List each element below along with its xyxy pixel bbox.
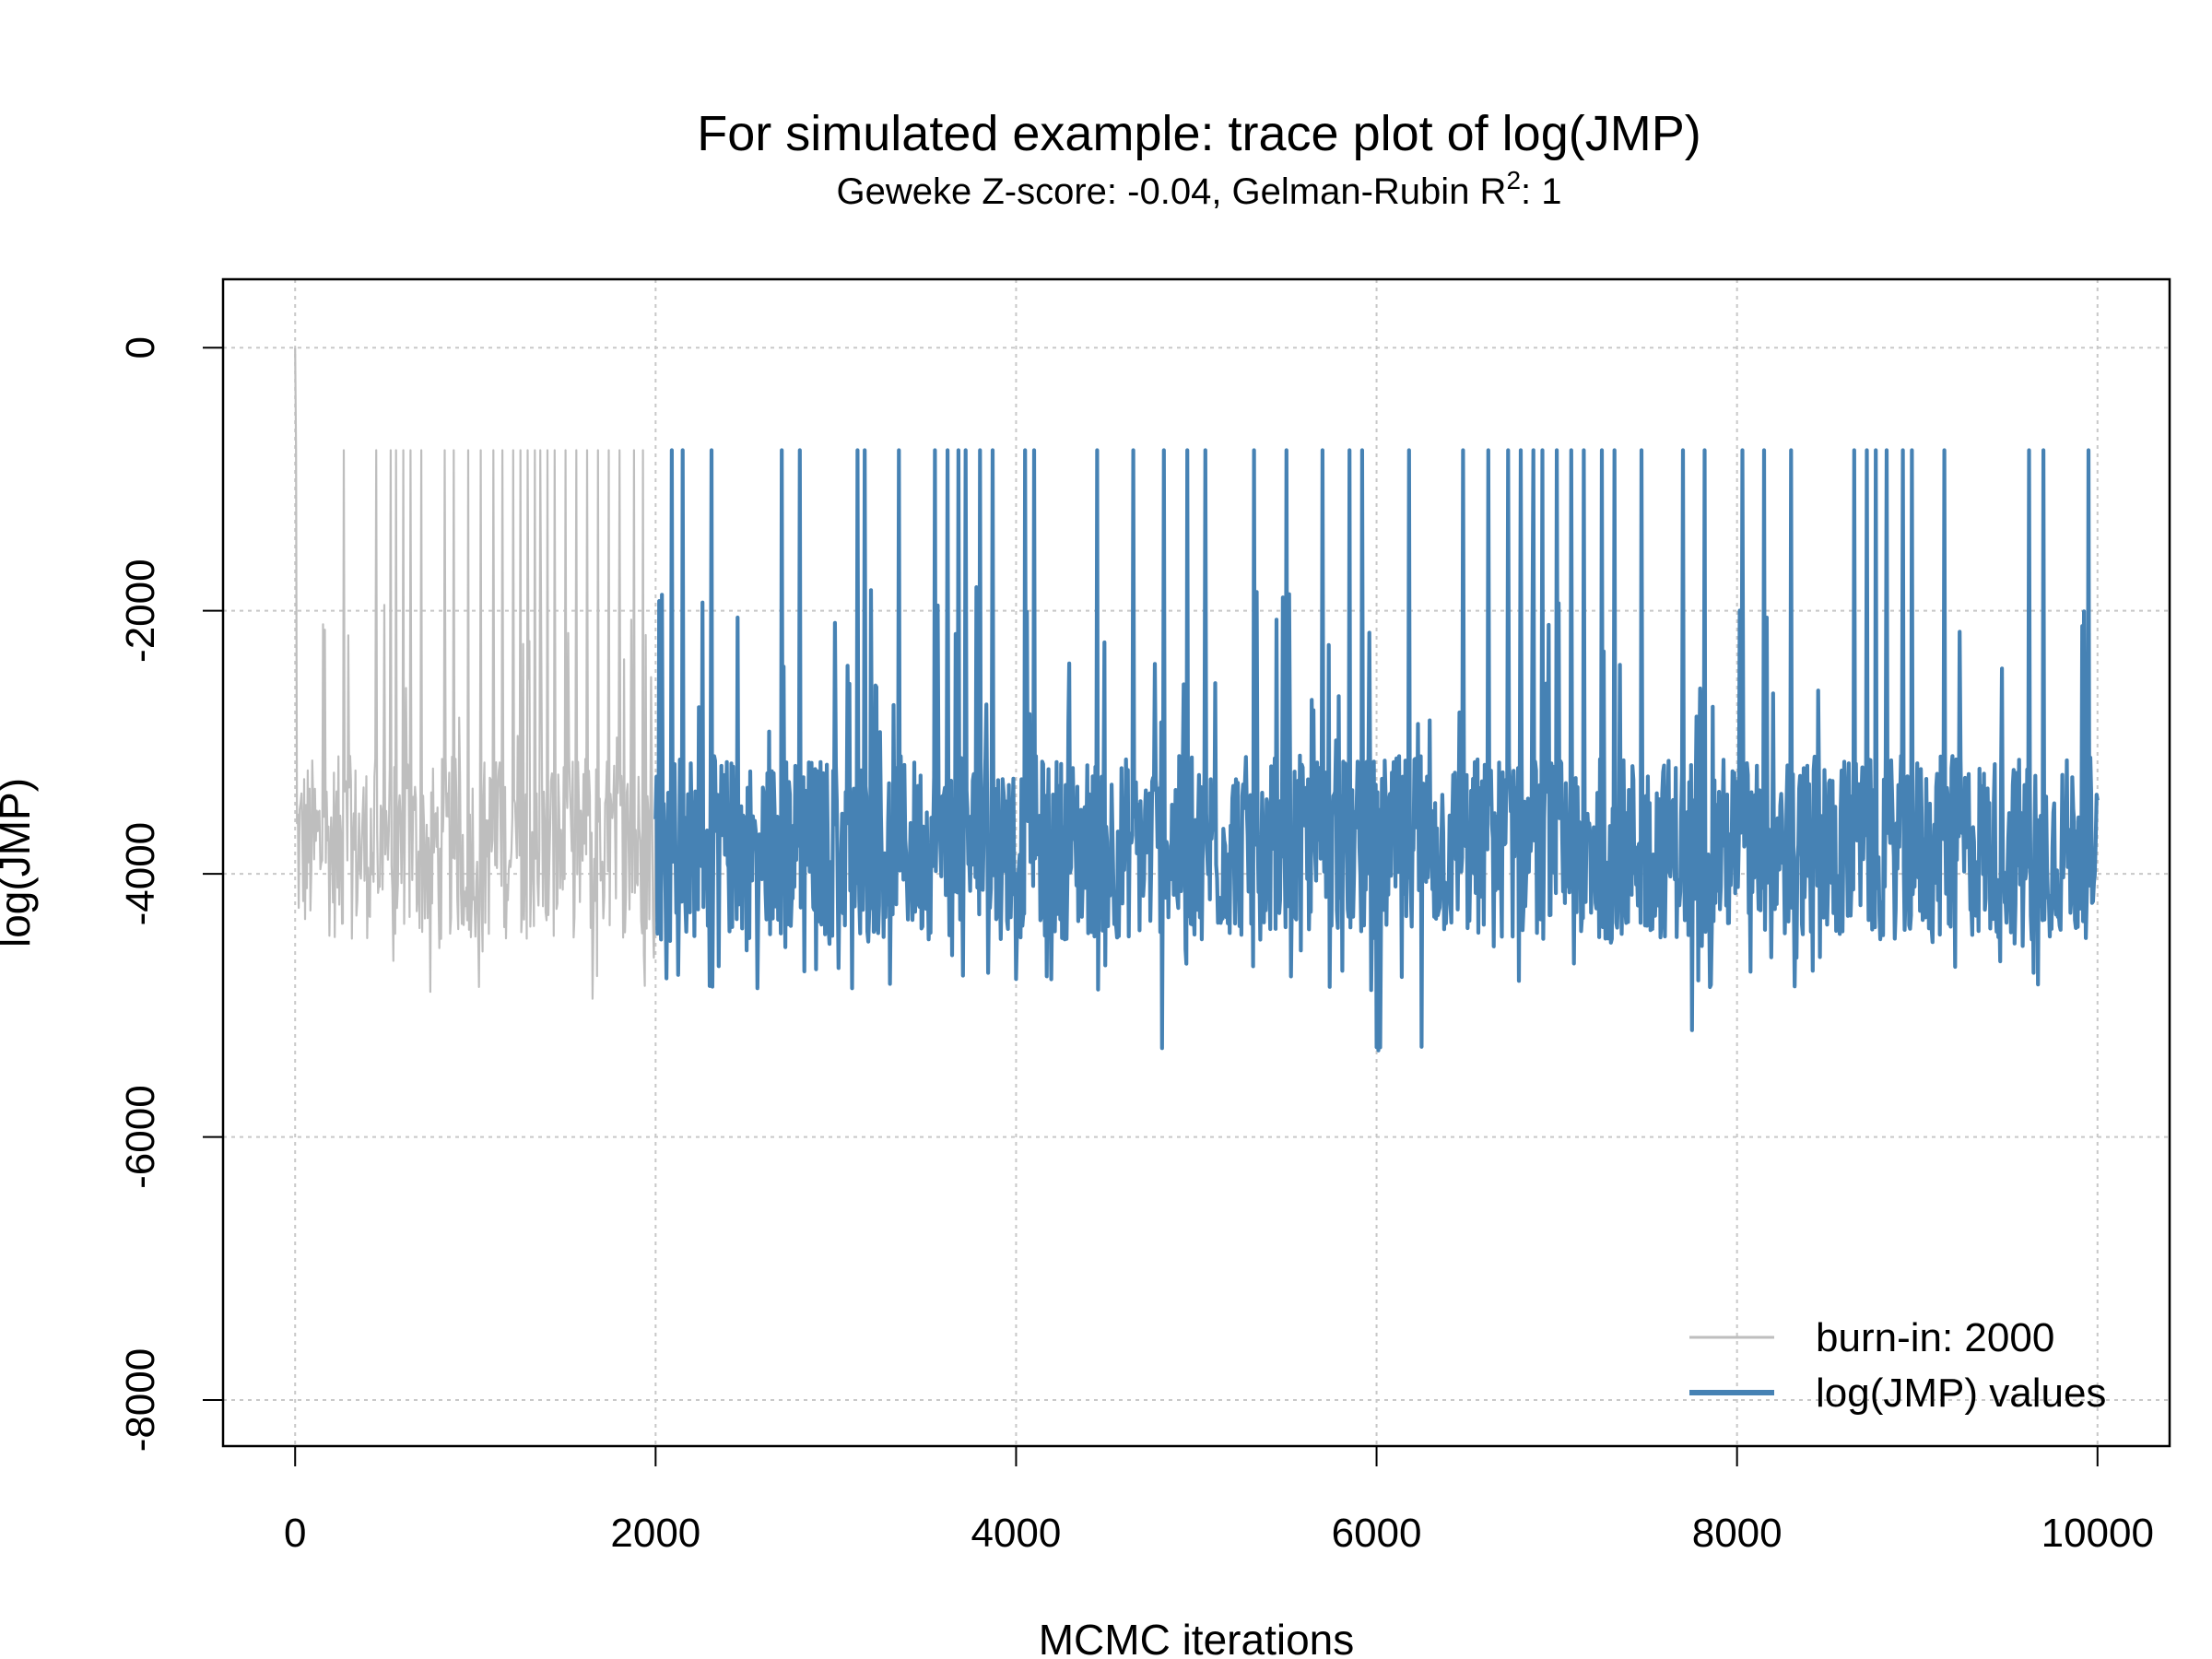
- series-burn-in-line: [294, 347, 657, 1000]
- x-axis: 0 2000 4000 6000 8000 10000: [284, 1446, 2154, 1556]
- series-layer: [294, 347, 2100, 1053]
- y-axis-label: log(JMP): [0, 778, 39, 947]
- chart-title: For simulated example: trace plot of log…: [697, 106, 1700, 161]
- chart-subtitle: Geweke Z-score: -0.04, Gelman-Rubin R2: …: [837, 166, 1562, 212]
- y-axis: 0 -2000 -4000 -6000 -8000: [118, 336, 223, 1452]
- y-tick-label: 0: [118, 336, 163, 359]
- x-tick-label: 6000: [1332, 1511, 1422, 1556]
- y-tick-label: -4000: [118, 822, 163, 926]
- series-values-line: [653, 448, 2100, 1053]
- x-tick-label: 4000: [971, 1511, 1061, 1556]
- x-axis-label: MCMC iterations: [1039, 1616, 1355, 1659]
- y-tick-label: -2000: [118, 559, 163, 663]
- legend-label-burn-in: burn-in: 2000: [1816, 1315, 2054, 1360]
- y-tick-label: -8000: [118, 1348, 163, 1453]
- plot-border: [221, 277, 2171, 1448]
- x-tick-label: 8000: [1692, 1511, 1783, 1556]
- y-tick-label: -6000: [118, 1085, 163, 1189]
- legend-label-values: log(JMP) values: [1816, 1371, 2106, 1416]
- legend: burn-in: 2000 log(JMP) values: [1689, 1315, 2106, 1416]
- x-tick-label: 0: [284, 1511, 306, 1556]
- x-tick-label: 10000: [2041, 1511, 2154, 1556]
- x-tick-label: 2000: [610, 1511, 700, 1556]
